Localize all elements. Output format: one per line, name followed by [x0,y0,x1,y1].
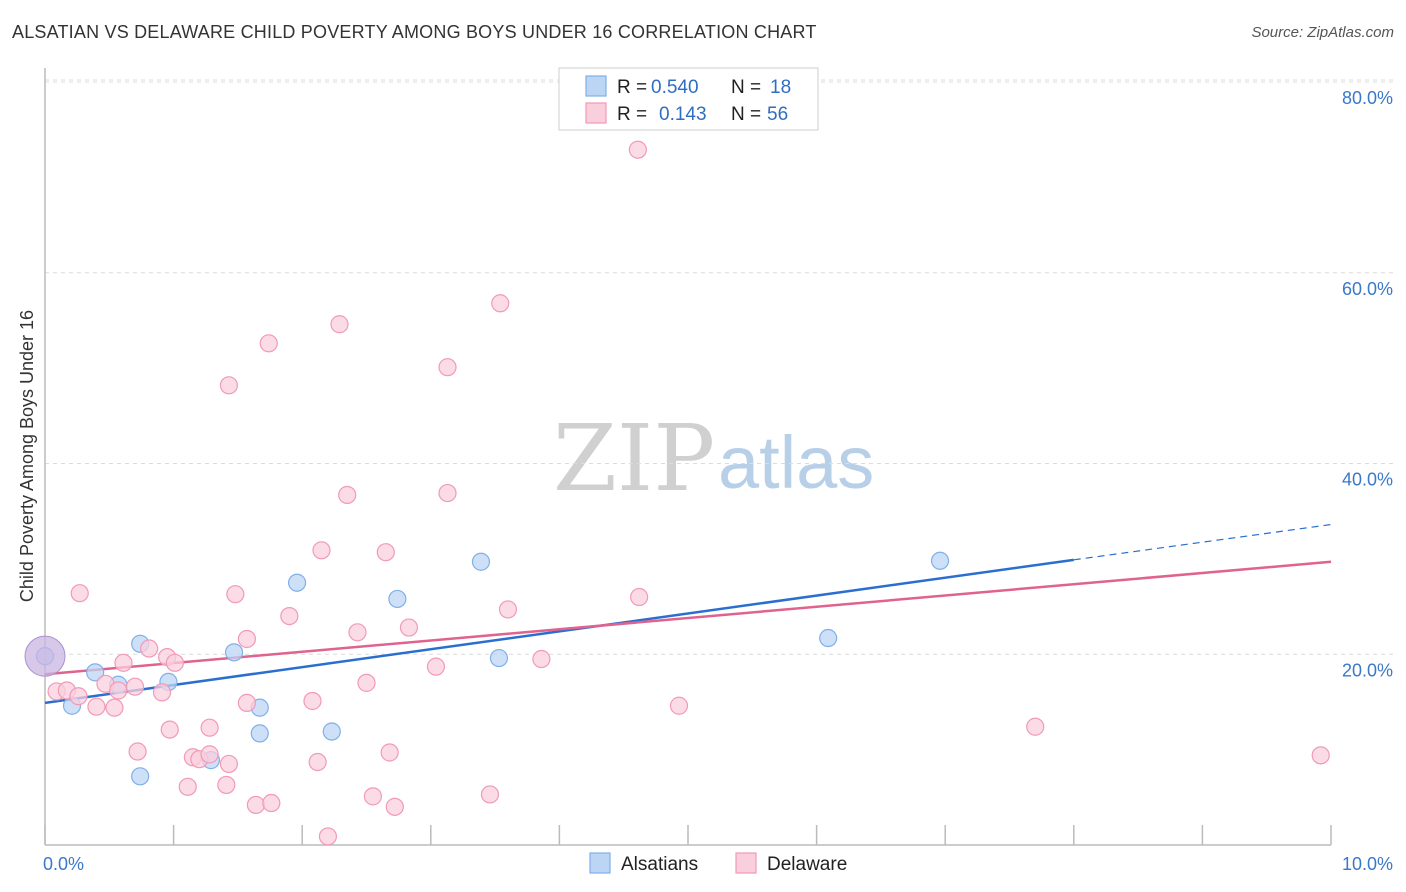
source-label: Source: ZipAtlas.com [1251,24,1394,41]
delaware-point [399,618,419,637]
alsatians-point [250,724,269,743]
delaware-point [308,752,327,772]
series-legend-swatch-alsatians [589,852,611,874]
delaware-point [532,649,551,669]
delaware-point [630,587,649,607]
delaware-point [357,673,376,692]
delaware-point [226,585,245,604]
delaware-point [376,543,395,562]
delaware-point [128,742,147,761]
delaware-point [1311,746,1330,765]
delaware-point [200,718,219,737]
delaware-point [219,754,238,774]
delaware-point [246,795,266,815]
legend-n-label-1: N = [731,77,761,98]
delaware-point [200,745,219,764]
delaware-point [303,691,322,711]
delaware-point [669,696,689,715]
delaware-point [69,687,88,706]
series-legend-label-alsatians: Alsatians [621,854,698,875]
delaware-point [219,376,238,395]
delaware-point [152,683,172,702]
delaware-point [438,358,457,377]
y-axis-label: Child Poverty Among Boys Under 16 [17,310,37,602]
alsatians-point [86,663,105,682]
watermark-zip: ZIP [553,405,715,512]
stats-legend: R = 0.540 N = 18 R = 0.143 N = 56 [558,67,819,131]
delaware-point [628,140,647,159]
axes [44,68,1332,846]
legend-n-label-2: N = [731,104,761,125]
delaware-point [280,606,299,626]
alsatians-point [471,552,491,571]
series-legend-swatch-delaware [735,852,757,874]
data-points [24,140,1330,846]
series-legend: Alsatians Delaware [589,852,847,875]
delaware-point [237,693,257,712]
delaware-point [125,677,145,696]
delaware-point [262,793,281,813]
delaware-point [498,600,518,619]
legend-n-value-2: 56 [767,104,788,125]
delaware-point [114,653,133,672]
x-tick-label-max: 10.0% [1342,854,1393,874]
delaware-point [1026,717,1045,736]
alsatians-point [388,589,407,609]
delaware-point [109,681,128,700]
series-legend-label-delaware: Delaware [767,854,847,875]
gridlines [45,79,1393,655]
delaware-trend-line [44,560,1332,676]
delaware-point [217,775,236,795]
alsatians-point [224,643,244,662]
delaware-point [380,743,399,762]
delaware-point [438,483,457,503]
alsatians-point [819,628,838,648]
alsatians-trend-extension [1073,523,1332,561]
delaware-point [338,485,357,505]
legend-r-label-2: R = [617,104,647,125]
alsatians-point [287,573,307,592]
delaware-point [312,541,331,560]
delaware-point [178,777,197,796]
delaware-point [491,294,510,313]
y-tick-label-20: 20.0% [1342,660,1393,680]
legend-r-label-1: R = [617,77,647,98]
alsatians-point [131,767,150,786]
delaware-point [160,720,179,739]
y-tick-labels: 20.0% 40.0% 60.0% 80.0% [1342,88,1393,680]
delaware-point [165,653,184,672]
legend-r-value-1: 0.540 [651,77,699,98]
x-tick-label-min: 0.0% [43,854,84,874]
delaware-point [105,698,124,717]
alsatians-point [930,551,950,570]
alsatians-cluster-point [24,635,66,677]
trend-lines [44,523,1332,705]
delaware-point [330,315,349,334]
delaware-point [363,787,383,806]
legend-n-value-1: 18 [770,77,791,98]
delaware-point [348,623,367,642]
delaware-point [237,629,257,649]
delaware-point [70,584,89,603]
alsatians-point [489,648,509,668]
legend-swatch-alsatians [585,75,607,97]
alsatians-trend-line [44,558,1074,705]
delaware-point [87,697,106,716]
x-tick-labels: 0.0% 10.0% [43,854,1393,874]
delaware-point [259,334,278,353]
delaware-point [385,797,404,816]
y-tick-label-40: 40.0% [1342,470,1393,490]
watermark-atlas: atlas [718,421,874,504]
y-tick-label-80: 80.0% [1342,88,1393,108]
alsatians-point [322,722,341,741]
delaware-point [426,657,446,676]
delaware-point [140,639,159,658]
legend-swatch-delaware [585,102,607,124]
delaware-point [480,785,500,804]
legend-r-value-2: 0.143 [659,104,707,125]
delaware-point [318,827,338,846]
chart-title: ALSATIAN VS DELAWARE CHILD POVERTY AMONG… [12,22,817,42]
y-tick-label-60: 60.0% [1342,279,1393,299]
